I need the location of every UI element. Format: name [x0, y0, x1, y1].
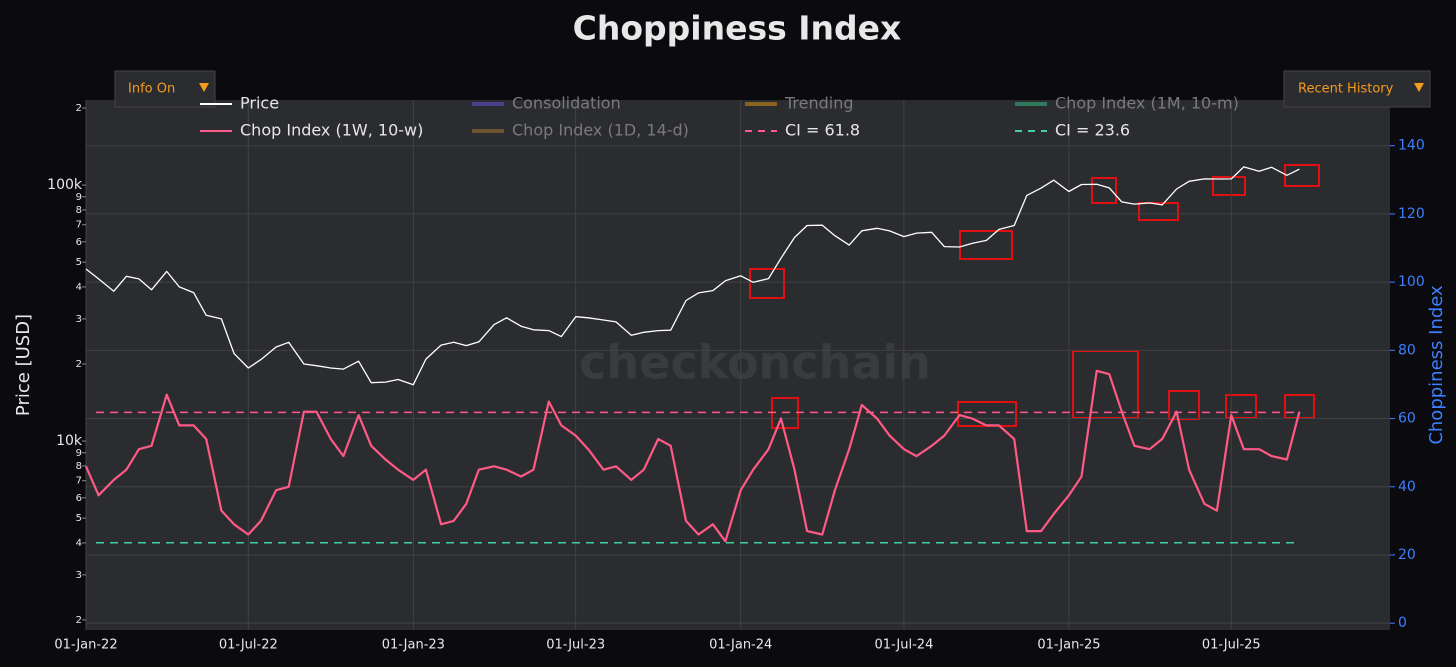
x-tick-label: 01-Jul-22 [219, 638, 278, 653]
y2-axis-title: Choppiness Index [1426, 285, 1447, 445]
y-tick-label: 3 [76, 314, 82, 325]
x-tick-label: 01-Jan-23 [382, 638, 445, 653]
button-label[interactable]: Info On [128, 82, 175, 97]
y2-tick-label: 120 [1398, 206, 1425, 222]
legend-label: CI = 23.6 [1055, 121, 1130, 140]
y2-tick-label: 40 [1398, 479, 1416, 495]
legend-label: Price [240, 94, 279, 113]
x-tick-label: 01-Jan-24 [709, 638, 772, 653]
x-tick-label: 01-Jul-25 [1202, 638, 1261, 653]
dropdown-arrow[interactable] [1414, 83, 1424, 92]
y-tick-label: 9 [76, 448, 82, 459]
y-tick-label: 5 [76, 257, 82, 268]
y-tick-label: 5 [76, 513, 82, 524]
highlight-box [1138, 202, 1179, 221]
watermark: checkonchain [579, 336, 931, 390]
chart-title: Choppiness Index [573, 9, 902, 48]
y-tick-label: 3 [76, 570, 82, 581]
y2-tick-label: 100 [1398, 274, 1425, 290]
y2-tick-label: 60 [1398, 411, 1416, 427]
highlight-box [959, 230, 1013, 260]
series-line [84, 369, 1301, 543]
x-tick-label: 01-Jul-23 [546, 638, 605, 653]
legend-label: Chop Index (1M, 10-m) [1055, 94, 1239, 113]
highlight-box [749, 268, 785, 299]
y-tick-label: 100k [47, 177, 83, 193]
y-tick-label: 9 [76, 192, 82, 203]
highlight-box [1091, 177, 1117, 204]
y-tick-label: 7 [76, 220, 82, 231]
highlight-box [1284, 394, 1315, 419]
plot-layer: 01-Jan-22 01-Jul-22 01-Jan-23 01-Jul-23 01-J… [47, 100, 1425, 653]
y2-tick-label: 0 [1398, 615, 1407, 631]
x-tick-label: 01-Jan-22 [54, 638, 117, 653]
highlights [749, 164, 1320, 429]
legend-label: Chop Index (1W, 10-w) [240, 121, 423, 140]
button-bg[interactable] [1283, 70, 1431, 108]
legend-label: Consolidation [512, 94, 621, 113]
plot-area [86, 100, 1390, 630]
y-tick-label: 8 [76, 205, 82, 216]
y-tick-label: 4 [76, 538, 82, 549]
y2-tick-label: 140 [1398, 138, 1425, 154]
series-line [85, 166, 1300, 386]
x-tick-label: 01-Jan-25 [1037, 638, 1100, 653]
legend-label: Trending [784, 94, 854, 113]
y-tick-label: 7 [76, 476, 82, 487]
highlight-box [1284, 164, 1320, 187]
highlight-box [1072, 350, 1139, 419]
legend-label: CI = 61.8 [785, 121, 860, 140]
legend-label: Chop Index (1D, 14-d) [512, 121, 689, 140]
y-tick-label: 2 [76, 615, 82, 626]
history-button[interactable]: Recent History [1283, 70, 1431, 108]
y-tick-label: 2 [76, 359, 82, 370]
y-axis-title: Price [USD] [13, 314, 34, 416]
y2-tick-label: 20 [1398, 547, 1416, 563]
info-button[interactable]: Info On [114, 70, 216, 108]
dropdown-arrow[interactable] [199, 83, 209, 92]
x-tick-label: 01-Jul-24 [874, 638, 933, 653]
y-tick-label: 2 [76, 103, 82, 114]
y-tick-label: 10k [56, 433, 83, 449]
highlight-box [1225, 394, 1257, 419]
button-bg[interactable] [114, 70, 216, 108]
y-tick-label: 4 [76, 282, 82, 293]
highlight-box [1212, 176, 1246, 196]
y2-tick-label: 80 [1398, 342, 1416, 358]
y-tick-label: 8 [76, 461, 82, 472]
y-tick-label: 6 [76, 237, 82, 248]
button-label[interactable]: Recent History [1298, 82, 1394, 97]
y-tick-label: 6 [76, 493, 82, 504]
